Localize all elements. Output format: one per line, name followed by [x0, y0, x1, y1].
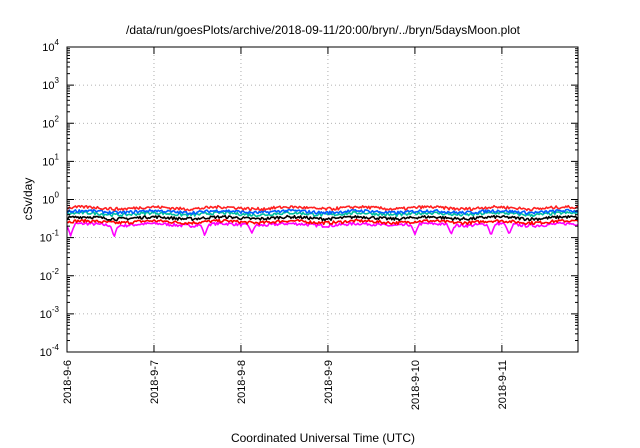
series-line [66, 218, 579, 226]
x-tick-label: 2018-9-9 [323, 360, 335, 404]
series-line [66, 204, 579, 212]
y-axis: 104 103 102 101 100 10-1 10-2 10-3 10-4 [40, 38, 578, 359]
y-tick-label: 10-3 [40, 305, 60, 321]
series-line [66, 214, 579, 222]
x-axis-label: Coordinated Universal Time (UTC) [231, 431, 415, 445]
y-tick-label: 10-2 [40, 267, 60, 283]
x-tick-label: 2018-9-10 [410, 360, 422, 410]
grid [66, 46, 578, 353]
y-tick-label: 103 [42, 76, 59, 92]
chart-title: /data/run/goesPlots/archive/2018-09-11/2… [126, 23, 521, 37]
series-layer [66, 204, 579, 237]
series-line [66, 208, 579, 215]
x-tick-label: 2018-9-6 [62, 360, 74, 404]
y-tick-label: 100 [42, 191, 59, 207]
x-tick-label: 2018-9-7 [149, 360, 161, 404]
y-tick-label: 10-1 [40, 229, 60, 245]
series-line [66, 221, 579, 237]
y-axis-label: cSv/day [21, 178, 35, 221]
y-tick-label: 10-4 [40, 343, 60, 359]
y-tick-label: 104 [42, 38, 59, 54]
y-tick-label: 101 [42, 152, 59, 168]
x-axis: 2018-9-6 2018-9-7 2018-9-8 2018-9-9 2018-9-1… [62, 47, 509, 410]
y-tick-label: 102 [42, 114, 59, 130]
x-tick-label: 2018-9-11 [497, 360, 509, 409]
x-tick-label: 2018-9-8 [236, 360, 248, 404]
